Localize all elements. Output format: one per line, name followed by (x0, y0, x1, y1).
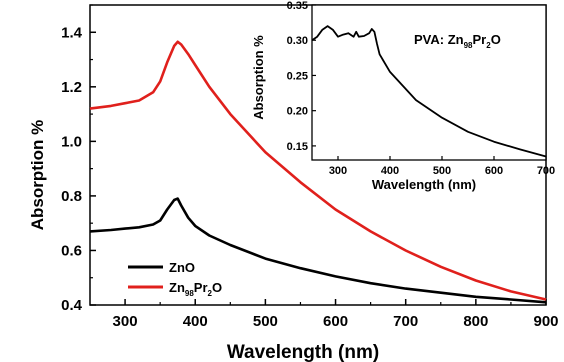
main-y-tick-label: 0.4 (61, 297, 83, 314)
main-y-tick-label: 1.2 (61, 79, 82, 96)
formula-text: Zn (169, 280, 185, 295)
inset-y-tick-label: 0.20 (287, 106, 308, 118)
series-line-zno (89, 197, 547, 304)
inset-y-tick-label: 0.35 (287, 0, 308, 12)
main-y-tick-label: 1.4 (61, 24, 83, 41)
main-y-axis-title: Absorption % (28, 120, 47, 231)
inset-plot-frame (311, 4, 547, 161)
legend-label-zno: ZnO (169, 260, 195, 275)
formula-text: Pr (194, 280, 208, 295)
main-x-tick-label: 800 (463, 313, 488, 330)
inset-x-axis-title: Wavelength (nm) (372, 177, 476, 192)
formula-text: O (212, 280, 222, 295)
subscript-text: 2 (208, 289, 213, 298)
legend-label-zn98pr2o: Zn98Pr2O (169, 280, 222, 298)
inset-y-tick-label: 0.30 (287, 35, 308, 47)
inset-x-tick-label: 500 (433, 165, 451, 177)
inset-title: PVA: Zn98Pr2O (414, 32, 501, 50)
subscript-text: 2 (486, 41, 491, 50)
inset-x-tick-label: 600 (485, 165, 503, 177)
main-x-tick-label: 300 (113, 313, 138, 330)
inset-x-tick-label: 400 (381, 165, 399, 177)
inset-y-tick-label: 0.15 (287, 141, 308, 153)
subscript-text: 98 (464, 41, 473, 50)
main-y-tick-label: 1.0 (61, 133, 82, 150)
inset-y-axis-title: Absorption % (251, 35, 266, 120)
series-line-zn98pr2o (89, 40, 547, 301)
main-x-tick-label: 500 (253, 313, 278, 330)
inset-y-tick-label: 0.25 (287, 70, 308, 82)
formula-text: Pr (473, 32, 487, 47)
main-x-tick-label: 700 (393, 313, 418, 330)
subscript-text: 98 (185, 289, 194, 298)
main-y-tick-label: 0.8 (61, 188, 82, 205)
main-x-tick-label: 900 (533, 313, 558, 330)
inset-x-tick-label: 700 (537, 165, 555, 177)
inset-x-tick-label: 300 (329, 165, 347, 177)
main-x-tick-label: 600 (323, 313, 348, 330)
main-y-tick-label: 0.6 (61, 242, 82, 259)
main-x-axis-title: Wavelength (nm) (227, 342, 379, 362)
formula-text: PVA: Zn (414, 32, 464, 47)
main-x-tick-label: 400 (183, 313, 208, 330)
inset-series-line (311, 25, 547, 158)
formula-text: O (491, 32, 501, 47)
